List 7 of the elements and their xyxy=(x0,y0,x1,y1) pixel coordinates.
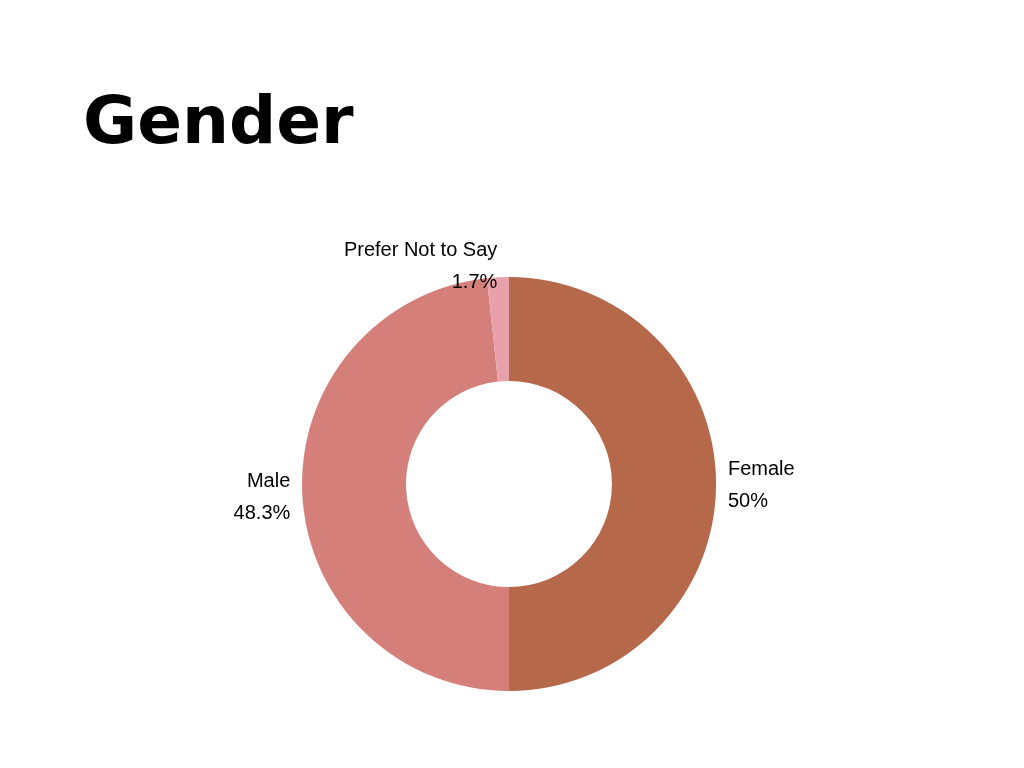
slice-label: Male xyxy=(246,468,291,491)
slice-label: Female xyxy=(728,457,795,479)
slice-label: Prefer Not to Say xyxy=(343,238,498,261)
data-label: 48.3% xyxy=(233,500,291,523)
data-label: 1.7% xyxy=(451,270,498,293)
chart-title: Gender xyxy=(83,81,354,159)
data-label: 50% xyxy=(728,489,769,511)
